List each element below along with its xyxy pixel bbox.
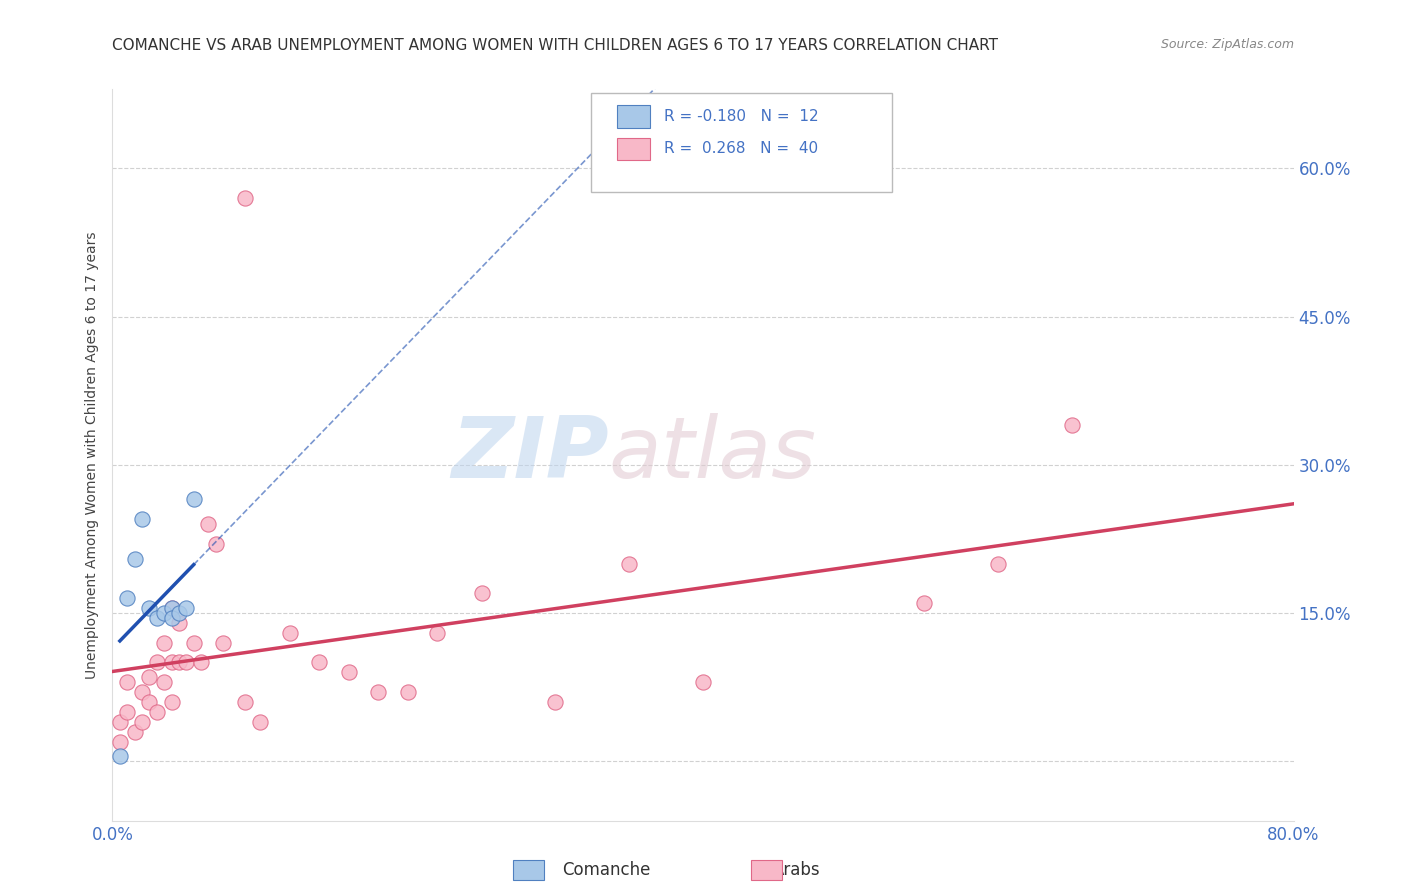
- Point: [619, 557, 641, 571]
- Point: [174, 601, 197, 615]
- Point: [396, 685, 419, 699]
- Point: [205, 537, 228, 551]
- Text: atlas: atlas: [609, 413, 817, 497]
- Text: Comanche: Comanche: [562, 861, 651, 879]
- Point: [138, 695, 160, 709]
- Text: R = -0.180   N =  12: R = -0.180 N = 12: [664, 109, 818, 124]
- Point: [160, 611, 183, 625]
- Point: [117, 675, 138, 690]
- Point: [183, 636, 205, 650]
- Point: [308, 656, 330, 670]
- Point: [233, 695, 256, 709]
- Point: [183, 492, 205, 507]
- Point: [914, 596, 936, 610]
- Point: [233, 191, 256, 205]
- Point: [987, 557, 1010, 571]
- FancyBboxPatch shape: [591, 93, 891, 192]
- Point: [138, 670, 160, 684]
- Point: [108, 734, 131, 748]
- Point: [146, 705, 169, 719]
- Point: [337, 665, 360, 680]
- FancyBboxPatch shape: [617, 105, 650, 128]
- Point: [426, 625, 449, 640]
- Point: [153, 675, 176, 690]
- Point: [174, 656, 197, 670]
- Point: [153, 606, 176, 620]
- Point: [108, 714, 131, 729]
- Point: [138, 601, 160, 615]
- Text: Arabs: Arabs: [773, 861, 821, 879]
- Point: [167, 656, 190, 670]
- Point: [131, 512, 153, 526]
- Point: [160, 656, 183, 670]
- Text: COMANCHE VS ARAB UNEMPLOYMENT AMONG WOMEN WITH CHILDREN AGES 6 TO 17 YEARS CORRE: COMANCHE VS ARAB UNEMPLOYMENT AMONG WOME…: [112, 38, 998, 53]
- Point: [544, 695, 567, 709]
- Point: [153, 636, 176, 650]
- Point: [146, 656, 169, 670]
- Point: [278, 625, 301, 640]
- FancyBboxPatch shape: [617, 137, 650, 161]
- Point: [146, 611, 169, 625]
- Point: [117, 591, 138, 606]
- Point: [197, 517, 219, 532]
- Point: [160, 601, 183, 615]
- Point: [124, 724, 146, 739]
- Point: [249, 714, 271, 729]
- Point: [212, 636, 235, 650]
- Point: [108, 749, 131, 764]
- Text: R =  0.268   N =  40: R = 0.268 N = 40: [664, 142, 818, 156]
- Point: [1062, 418, 1084, 433]
- Y-axis label: Unemployment Among Women with Children Ages 6 to 17 years: Unemployment Among Women with Children A…: [84, 231, 98, 679]
- Point: [190, 656, 212, 670]
- Point: [470, 586, 494, 600]
- Text: ZIP: ZIP: [451, 413, 609, 497]
- Point: [692, 675, 714, 690]
- Point: [124, 551, 146, 566]
- Point: [167, 606, 190, 620]
- Point: [131, 714, 153, 729]
- Point: [117, 705, 138, 719]
- Point: [167, 615, 190, 630]
- Point: [367, 685, 389, 699]
- Point: [160, 695, 183, 709]
- Point: [131, 685, 153, 699]
- Text: Source: ZipAtlas.com: Source: ZipAtlas.com: [1160, 38, 1294, 51]
- Point: [160, 601, 183, 615]
